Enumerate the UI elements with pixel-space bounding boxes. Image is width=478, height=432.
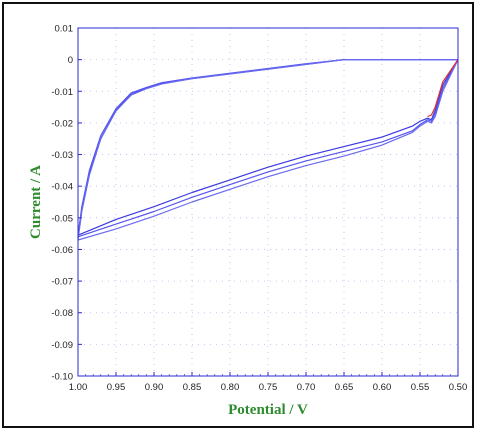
x-tick-label: 0.75 bbox=[259, 382, 278, 393]
x-tick-label: 0.50 bbox=[449, 382, 468, 393]
y-tick-label: -0.05 bbox=[51, 213, 73, 224]
y-tick-label: -0.03 bbox=[51, 150, 73, 161]
tick-labels: 1.00 0.95 0.90 0.85 0.80 0.75 0.70 0.65 0.60 0.55… bbox=[51, 24, 467, 394]
series-group bbox=[77, 58, 459, 241]
y-tick-label: -0.01 bbox=[51, 87, 73, 98]
x-tick-label: 0.70 bbox=[297, 382, 316, 393]
x-tick-label: 0.95 bbox=[107, 382, 126, 393]
y-tick-label: -0.06 bbox=[51, 245, 73, 256]
x-tick-label: 0.65 bbox=[335, 382, 354, 393]
y-axis-label: Current / A bbox=[28, 165, 44, 239]
x-tick-label: 0.80 bbox=[221, 382, 240, 393]
x-tick-label: 0.85 bbox=[183, 382, 202, 393]
x-axis-label: Potential / V bbox=[228, 402, 308, 418]
x-tick-label: 0.90 bbox=[145, 382, 164, 393]
y-tick-label: 0 bbox=[68, 55, 73, 66]
series-line-4 bbox=[427, 59, 459, 118]
chart-frame: 1.00 0.95 0.90 0.85 0.80 0.75 0.70 0.65 0.60 0.55… bbox=[2, 2, 474, 428]
x-tick-label: 0.55 bbox=[411, 382, 430, 393]
y-tick-label: 0.01 bbox=[55, 24, 74, 35]
y-tick-label: -0.08 bbox=[51, 308, 73, 319]
grid bbox=[77, 27, 459, 377]
y-tick-label: -0.09 bbox=[51, 340, 73, 351]
y-tick-label: -0.07 bbox=[51, 277, 73, 288]
y-tick-label: -0.02 bbox=[51, 118, 73, 129]
axes bbox=[77, 27, 459, 377]
y-tick-label: -0.04 bbox=[51, 182, 73, 193]
x-tick-label: 1.00 bbox=[69, 382, 88, 393]
x-tick-label: 0.60 bbox=[373, 382, 392, 393]
cyclic-voltammogram-chart: 1.00 0.95 0.90 0.85 0.80 0.75 0.70 0.65 0.60 0.55… bbox=[28, 24, 467, 419]
y-tick-label: -0.10 bbox=[51, 372, 73, 383]
